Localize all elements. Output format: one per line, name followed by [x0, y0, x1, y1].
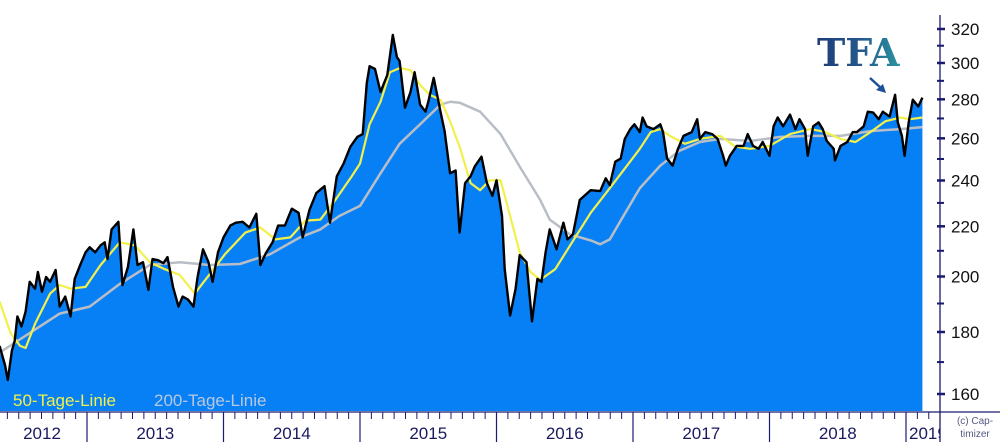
legend-ma200: 200-Tage-Linie — [154, 391, 266, 410]
ma50-line — [0, 66, 923, 350]
logo-text: TFA — [817, 30, 900, 75]
y-tick-label: 300 — [951, 54, 979, 73]
price-line — [0, 33, 924, 382]
y-tick-label: 280 — [951, 90, 979, 109]
x-tick-label: 2016 — [546, 424, 584, 442]
x-tick-label: 2019 — [909, 424, 947, 442]
x-tick-label: 2015 — [409, 424, 447, 442]
arrow-icon — [869, 77, 886, 93]
y-tick-label: 220 — [951, 217, 979, 236]
y-tick-label: 320 — [951, 20, 979, 39]
axes: 160 180 200 220 240 260 280 300 320 2012 2013 2014 2… — [0, 15, 1000, 442]
x-tick-label: 2017 — [682, 424, 720, 442]
y-tick-label: 260 — [951, 129, 979, 148]
x-tick-label: 2012 — [23, 424, 61, 442]
plot-area — [0, 33, 924, 411]
y-tick-label: 200 — [951, 268, 979, 287]
tfa-logo: TFA — [817, 30, 900, 93]
y-tick-label: 240 — [951, 172, 979, 191]
y-tick-label: 160 — [951, 385, 979, 404]
copyright-line1: (c) Cap- — [957, 416, 993, 427]
legend-ma50: 50-Tage-Linie — [13, 391, 116, 410]
x-tick-label: 2013 — [136, 424, 174, 442]
copyright-line2: timizer — [960, 429, 990, 440]
x-tick-label: 2014 — [273, 424, 311, 442]
x-tick-label: 2018 — [819, 424, 857, 442]
legend: 50-Tage-Linie 200-Tage-Linie — [13, 391, 266, 410]
y-tick-label: 180 — [951, 323, 979, 342]
